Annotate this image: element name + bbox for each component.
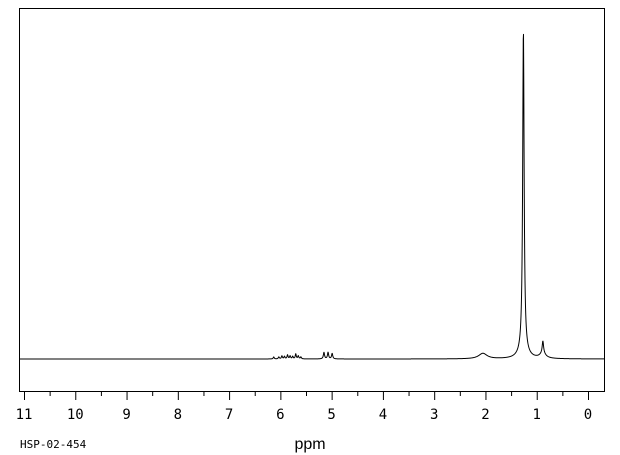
x-axis-tick-label: 6 bbox=[276, 407, 284, 423]
x-axis-tick-label: 1 bbox=[533, 407, 541, 423]
x-axis-tick-label: 9 bbox=[122, 407, 130, 423]
x-axis-tick-label: 0 bbox=[584, 407, 592, 423]
x-axis-tick-label: 7 bbox=[225, 407, 233, 423]
x-axis-tick-label: 11 bbox=[16, 407, 33, 423]
x-axis-tick-labels: 11 10 9 8 7 6 5 4 3 2 1 0 bbox=[16, 407, 593, 423]
plot-border bbox=[19, 8, 605, 392]
x-axis-tick-label: 4 bbox=[379, 407, 387, 423]
x-axis-tick-label: 5 bbox=[327, 407, 335, 423]
x-axis-ticks bbox=[24, 391, 589, 400]
x-axis-unit-label: ppm bbox=[294, 436, 325, 453]
x-axis-tick-label: 10 bbox=[67, 407, 84, 423]
spectrum-id-label: HSP-02-454 bbox=[20, 438, 87, 451]
spectrum-trace bbox=[18, 33, 606, 360]
x-axis-tick-label: 3 bbox=[430, 407, 438, 423]
x-axis-tick-label: 8 bbox=[174, 407, 182, 423]
x-axis-tick-label: 2 bbox=[481, 407, 489, 423]
